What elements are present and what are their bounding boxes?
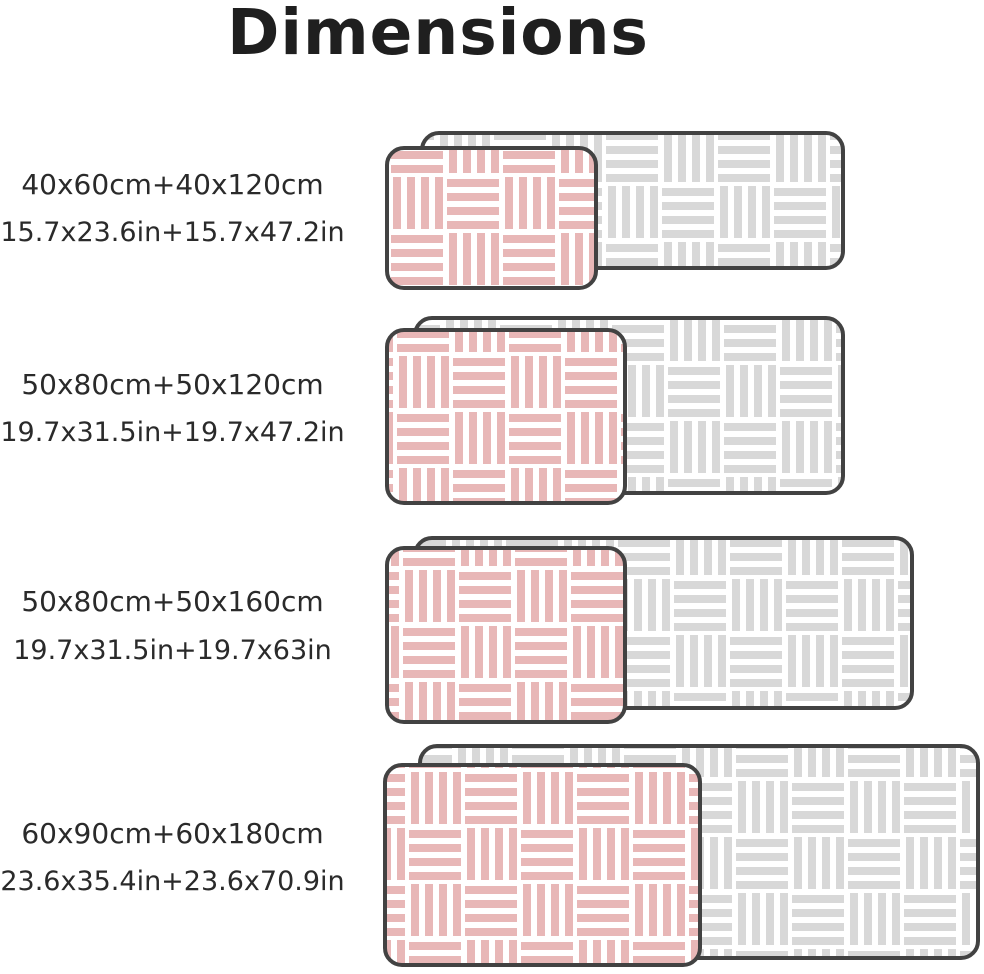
mat-pair-illustration-row-3 <box>380 533 984 729</box>
pink-front-mat <box>385 146 598 290</box>
size-label-inches-row-4: 23.6x35.4in+23.6x70.9in <box>0 866 345 897</box>
size-label-cm-row-1: 40x60cm+40x120cm <box>21 168 324 201</box>
mat-pair-illustration-row-2 <box>380 313 984 511</box>
size-label-inches-row-3: 19.7x31.5in+19.7x63in <box>13 635 332 666</box>
pink-front-mat <box>385 328 627 505</box>
mat-pair-illustration-row-4 <box>380 741 984 971</box>
pink-front-mat <box>383 763 702 967</box>
size-label-inches-row-2: 19.7x31.5in+19.7x47.2in <box>0 417 345 448</box>
pink-front-mat <box>385 546 627 724</box>
mat-pair-illustration-row-1 <box>380 128 984 298</box>
size-label-inches-row-1: 15.7x23.6in+15.7x47.2in <box>0 217 345 248</box>
size-label-cm-row-4: 60x90cm+60x180cm <box>21 817 324 850</box>
size-label-cm-row-2: 50x80cm+50x120cm <box>21 368 324 401</box>
size-label-cm-row-3: 50x80cm+50x160cm <box>21 585 324 618</box>
page-title: Dimensions <box>227 0 649 69</box>
